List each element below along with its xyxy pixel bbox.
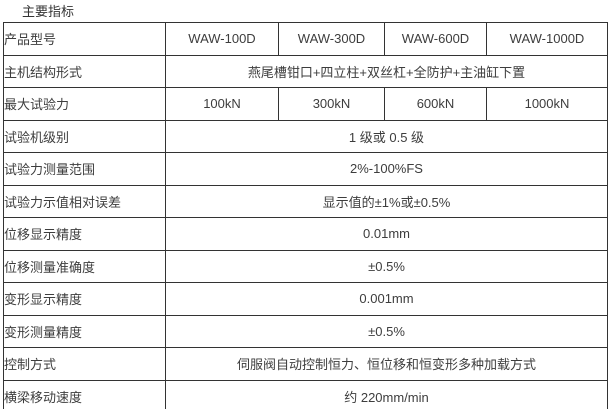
spec-value-cell: 2%-100%FS <box>165 152 608 186</box>
table-row-structure: 主机结构形式 燕尾槽钳口+四立柱+双丝杠+全防护+主油缸下置 <box>3 54 608 88</box>
spec-value-cell: 600kN <box>384 87 487 121</box>
spec-label-cell: 试验力示值相对误差 <box>3 184 166 218</box>
spec-value-cell: 燕尾槽钳口+四立柱+双丝杠+全防护+主油缸下置 <box>165 54 608 88</box>
page-title: 主要指标 <box>22 4 75 19</box>
spec-label-cell: 控制方式 <box>3 347 166 381</box>
spec-label-cell: 位移显示精度 <box>3 217 166 251</box>
spec-value-cell: 0.01mm <box>165 217 608 251</box>
table-row-product-model: 产品型号 WAW-100D WAW-300D WAW-600D WAW-1000… <box>3 22 608 56</box>
spec-label-cell: 主机结构形式 <box>3 54 166 88</box>
table-row-deformation-resolution: 变形显示精度 0.001mm <box>3 282 608 316</box>
model-cell: WAW-600D <box>384 22 487 56</box>
spec-label-cell: 变形显示精度 <box>3 282 166 316</box>
table-row-force-range: 试验力测量范围 2%-100%FS <box>3 152 608 186</box>
spec-value-cell: 1000kN <box>486 87 608 121</box>
spec-label-cell: 最大试验力 <box>3 87 166 121</box>
spec-value-cell: 1 级或 0.5 级 <box>165 119 608 153</box>
spec-label-cell: 产品型号 <box>3 22 166 56</box>
model-cell: WAW-300D <box>278 22 385 56</box>
spec-value-cell: 伺服阀自动控制恒力、恒位移和恒变形多种加载方式 <box>165 347 608 381</box>
spec-value-cell: ±0.5% <box>165 314 608 348</box>
spec-value-cell: 300kN <box>278 87 385 121</box>
spec-label-cell: 试验力测量范围 <box>3 152 166 186</box>
table-row-force-error: 试验力示值相对误差 显示值的±1%或±0.5% <box>3 184 608 218</box>
model-cell: WAW-100D <box>165 22 279 56</box>
spec-value-cell: ±0.5% <box>165 249 608 283</box>
spec-value-cell: 100kN <box>165 87 279 121</box>
table-row-crosshead-speed: 横梁移动速度 约 220mm/min <box>3 379 608 409</box>
spec-value-cell: 0.001mm <box>165 282 608 316</box>
table-row-max-force: 最大试验力 100kN 300kN 600kN 1000kN <box>3 87 608 121</box>
table-row-displacement-accuracy: 位移测量准确度 ±0.5% <box>3 249 608 283</box>
table-row-machine-class: 试验机级别 1 级或 0.5 级 <box>3 119 608 153</box>
table-row-displacement-resolution: 位移显示精度 0.01mm <box>3 217 608 251</box>
spec-label-cell: 横梁移动速度 <box>3 379 166 409</box>
model-cell: WAW-1000D <box>486 22 608 56</box>
table-row-deformation-accuracy: 变形测量精度 ±0.5% <box>3 314 608 348</box>
spec-label-cell: 位移测量准确度 <box>3 249 166 283</box>
table-row-control-mode: 控制方式 伺服阀自动控制恒力、恒位移和恒变形多种加载方式 <box>3 347 608 381</box>
spec-label-cell: 变形测量精度 <box>3 314 166 348</box>
spec-table: 产品型号 WAW-100D WAW-300D WAW-600D WAW-1000… <box>3 22 608 409</box>
spec-value-cell: 显示值的±1%或±0.5% <box>165 184 608 218</box>
spec-value-cell: 约 220mm/min <box>165 379 608 409</box>
spec-label-cell: 试验机级别 <box>3 119 166 153</box>
